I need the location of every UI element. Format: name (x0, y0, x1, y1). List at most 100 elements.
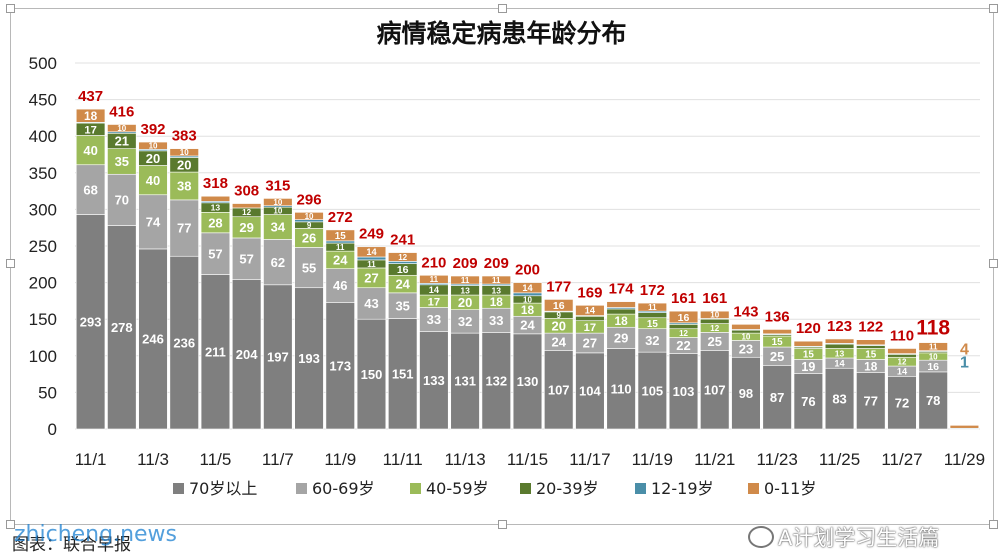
resize-handle-tr[interactable] (989, 4, 998, 13)
bar-segment (169, 148, 199, 157)
total-label: 296 (297, 191, 322, 208)
segment-label: 107 (704, 383, 726, 398)
total-label: 392 (141, 121, 166, 138)
bar-segment (637, 302, 667, 312)
segment-label: 35 (115, 154, 129, 169)
bar-segment (575, 315, 605, 321)
segment-label: 9 (556, 311, 561, 320)
segment-label: 43 (364, 296, 378, 311)
bar-segment (419, 331, 449, 430)
segment-label: 17 (428, 296, 440, 308)
segment-label: 77 (177, 221, 191, 236)
total-label: 209 (484, 255, 509, 272)
segment-label: 104 (579, 384, 601, 399)
bar-segment (512, 333, 543, 430)
segment-label: 11 (929, 343, 938, 352)
segment-label: 98 (739, 386, 753, 401)
y-tick-label: 350 (29, 164, 57, 183)
segment-label: 87 (770, 390, 784, 405)
watermark-right-text: A计划学习生活篇 (778, 526, 940, 550)
x-tick-label: 11/19 (632, 450, 673, 469)
resize-handle-bl[interactable] (6, 520, 15, 529)
segment-label: 34 (271, 220, 286, 235)
total-label: 161 (702, 290, 727, 307)
resize-handle-tl[interactable] (6, 4, 15, 13)
segment-label: 10 (180, 148, 189, 157)
legend-swatch (520, 483, 531, 494)
segment-label: 20 (458, 295, 472, 310)
segment-label: 24 (395, 277, 410, 292)
total-label: 110 (890, 327, 914, 344)
segment-label: 12 (242, 208, 251, 217)
bar-segment (606, 308, 636, 315)
total-label: 120 (796, 320, 821, 337)
segment-label: 13 (835, 348, 845, 358)
y-tick-label: 150 (29, 310, 57, 329)
segment-label: 10 (710, 311, 719, 320)
segment-label: 68 (83, 182, 97, 197)
x-tick-label: 11/3 (137, 450, 169, 469)
bar-segment (481, 307, 511, 333)
total-label: 177 (546, 278, 571, 295)
segment-label: 132 (485, 373, 507, 388)
bar-segment (450, 275, 480, 285)
source-note: 图表：联合早报 (12, 535, 131, 555)
watermark-right: A计划学习生活篇 (748, 522, 939, 552)
segment-label: 10 (523, 295, 532, 304)
bar-segment (294, 247, 324, 289)
bar-segment (668, 353, 699, 430)
segment-label: 103 (673, 384, 695, 399)
segment-label: 10 (741, 333, 750, 342)
total-label: 210 (421, 254, 446, 271)
legend-label: 70岁以上 (189, 479, 257, 498)
segment-label: 16 (678, 312, 690, 324)
total-label: 174 (609, 281, 635, 298)
legend-swatch (410, 483, 421, 494)
y-tick-label: 50 (38, 383, 57, 402)
bar-segment (263, 284, 293, 430)
bar-segment (606, 301, 636, 308)
bar-segment (419, 274, 449, 284)
resize-handle-br[interactable] (989, 520, 998, 529)
x-tick-label: 11/1 (75, 450, 107, 469)
segment-label: 20 (177, 157, 191, 172)
segment-label: 18 (864, 359, 878, 373)
resize-handle-t[interactable] (498, 4, 507, 13)
segment-label: 40 (146, 173, 160, 188)
segment-label: 25 (770, 349, 784, 364)
bar-segment (793, 373, 824, 430)
segment-label: 18 (84, 109, 98, 123)
segment-label: 27 (583, 336, 597, 351)
total-label: 318 (203, 175, 228, 192)
segment-label: 24 (333, 253, 348, 268)
total-label: 118 (916, 317, 950, 340)
segment-label: 15 (772, 337, 783, 348)
segment-label: 107 (548, 383, 570, 398)
total-label: 241 (390, 232, 415, 249)
segment-label: 17 (84, 124, 96, 136)
segment-label: 13 (211, 203, 221, 213)
bar-segment (75, 108, 106, 123)
segment-label: 12 (398, 253, 407, 262)
segment-label: 16 (927, 361, 939, 373)
total-label: 123 (827, 318, 852, 335)
segment-label: 193 (298, 351, 320, 366)
segment-label: 14 (897, 366, 908, 376)
total-label: 416 (109, 103, 134, 120)
y-tick-label: 200 (29, 274, 57, 293)
resize-handle-b[interactable] (498, 520, 507, 529)
segment-label: 40 (83, 143, 97, 158)
segment-label: 83 (832, 391, 846, 406)
segment-label: 15 (803, 350, 814, 361)
segment-label: 16 (397, 264, 409, 276)
bar-segment (200, 274, 231, 430)
bar-segment (544, 350, 574, 430)
segment-label: 23 (739, 342, 753, 357)
resize-handle-l[interactable] (6, 259, 15, 268)
segment-label: 18 (521, 303, 535, 317)
segment-label: 236 (173, 335, 195, 350)
total-label: 200 (515, 262, 540, 279)
bar-segment (856, 339, 886, 346)
resize-handle-r[interactable] (989, 259, 998, 268)
legend-label: 20-39岁 (536, 479, 599, 498)
